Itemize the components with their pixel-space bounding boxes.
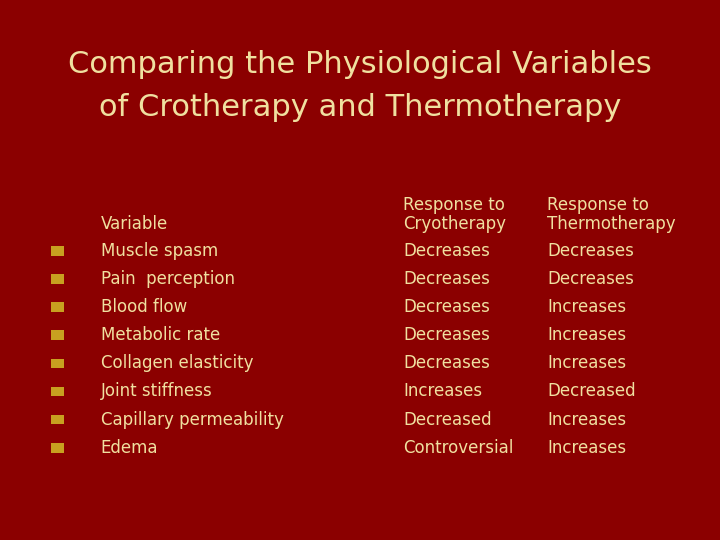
Text: Capillary permeability: Capillary permeability — [101, 410, 284, 429]
Text: Decreases: Decreases — [547, 242, 634, 260]
Bar — [51, 302, 64, 312]
Bar — [51, 387, 64, 396]
Text: Response to: Response to — [403, 196, 505, 214]
Text: Decreases: Decreases — [403, 354, 490, 373]
Bar — [51, 415, 64, 424]
Text: Decreases: Decreases — [547, 270, 634, 288]
Text: Decreases: Decreases — [403, 326, 490, 345]
Text: Pain  perception: Pain perception — [101, 270, 235, 288]
Text: Comparing the Physiological Variables: Comparing the Physiological Variables — [68, 50, 652, 79]
Text: Increases: Increases — [547, 326, 626, 345]
Text: Controversial: Controversial — [403, 438, 513, 457]
Text: Decreased: Decreased — [547, 382, 636, 401]
Text: Response to: Response to — [547, 196, 649, 214]
Text: Increases: Increases — [547, 354, 626, 373]
Bar — [51, 274, 64, 284]
Text: Thermotherapy: Thermotherapy — [547, 215, 676, 233]
Text: Decreased: Decreased — [403, 410, 492, 429]
Bar — [51, 359, 64, 368]
Text: Variable: Variable — [101, 215, 168, 233]
Text: Cryotherapy: Cryotherapy — [403, 215, 506, 233]
Text: Metabolic rate: Metabolic rate — [101, 326, 220, 345]
Text: Increases: Increases — [547, 410, 626, 429]
Text: of Crotherapy and Thermotherapy: of Crotherapy and Thermotherapy — [99, 93, 621, 123]
Bar — [51, 443, 64, 453]
Text: Decreases: Decreases — [403, 270, 490, 288]
Bar — [51, 246, 64, 256]
Text: Decreases: Decreases — [403, 242, 490, 260]
Bar — [51, 330, 64, 340]
Text: Increases: Increases — [547, 438, 626, 457]
Text: Decreases: Decreases — [403, 298, 490, 316]
Text: Collagen elasticity: Collagen elasticity — [101, 354, 253, 373]
Text: Joint stiffness: Joint stiffness — [101, 382, 212, 401]
Text: Muscle spasm: Muscle spasm — [101, 242, 218, 260]
Text: Edema: Edema — [101, 438, 158, 457]
Text: Increases: Increases — [403, 382, 482, 401]
Text: Increases: Increases — [547, 298, 626, 316]
Text: Blood flow: Blood flow — [101, 298, 187, 316]
